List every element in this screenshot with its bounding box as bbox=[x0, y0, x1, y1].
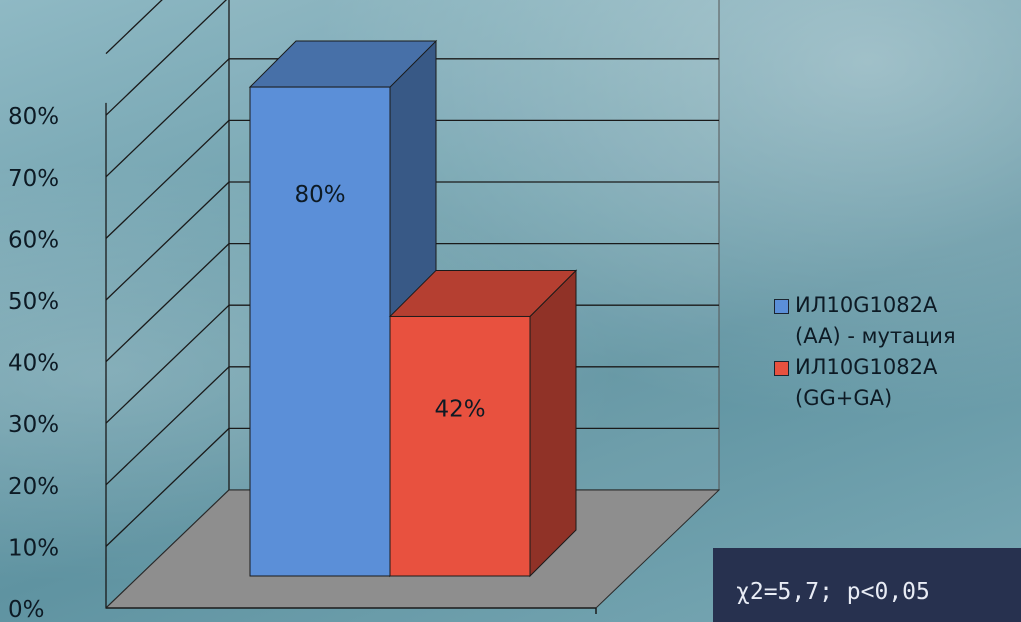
legend-item-aa: ИЛ10G1082A (AA) - мутация bbox=[774, 290, 956, 352]
bar-side-face bbox=[529, 269, 577, 578]
legend-swatch-red bbox=[774, 361, 789, 376]
y-tick-label: 40% bbox=[8, 351, 59, 377]
gridline-side bbox=[105, 58, 230, 178]
data-label: 80% bbox=[294, 182, 345, 208]
gridline-side bbox=[105, 181, 230, 301]
y-tick-label: 50% bbox=[8, 289, 59, 315]
legend-swatch-blue bbox=[774, 299, 789, 314]
gridline-side bbox=[105, 243, 230, 363]
legend-label: ИЛ10G1082A (GG+GA) bbox=[795, 355, 938, 410]
y-tick-labels: 0% 10% 20% 30% 40% 50% 60% 70% 80% bbox=[8, 104, 59, 622]
data-label: 42% bbox=[434, 396, 485, 422]
gridline-side bbox=[105, 119, 230, 239]
gridline-side bbox=[105, 0, 228, 116]
y-tick-label: 30% bbox=[8, 412, 59, 438]
y-tick-label: 70% bbox=[8, 166, 59, 192]
statistics-text: χ2=5,7; p<0,05 bbox=[736, 579, 930, 605]
gridline-side bbox=[105, 427, 230, 547]
gridline-side bbox=[105, 304, 230, 424]
statistics-box: χ2=5,7; p<0,05 bbox=[713, 548, 1021, 622]
y-tick-label: 10% bbox=[8, 535, 59, 561]
gridline-side bbox=[105, 0, 163, 55]
y-tick-label: 60% bbox=[8, 227, 59, 253]
legend: ИЛ10G1082A (AA) - мутация ИЛ10G1082A (GG… bbox=[774, 290, 956, 414]
y-tick-label: 20% bbox=[8, 474, 59, 500]
legend-item-gg-ga: ИЛ10G1082A (GG+GA) bbox=[774, 352, 956, 414]
gridline-side bbox=[105, 366, 230, 486]
y-tick-label: 0% bbox=[8, 597, 45, 622]
legend-label: ИЛ10G1082A (AA) - мутация bbox=[795, 293, 956, 348]
bar-front-face bbox=[389, 315, 531, 577]
bar-gg-ga bbox=[388, 269, 578, 578]
bars bbox=[248, 39, 578, 578]
y-tick-label: 80% bbox=[8, 104, 59, 130]
data-labels: 80% 42% bbox=[294, 182, 485, 422]
bar-front-face bbox=[249, 86, 391, 577]
